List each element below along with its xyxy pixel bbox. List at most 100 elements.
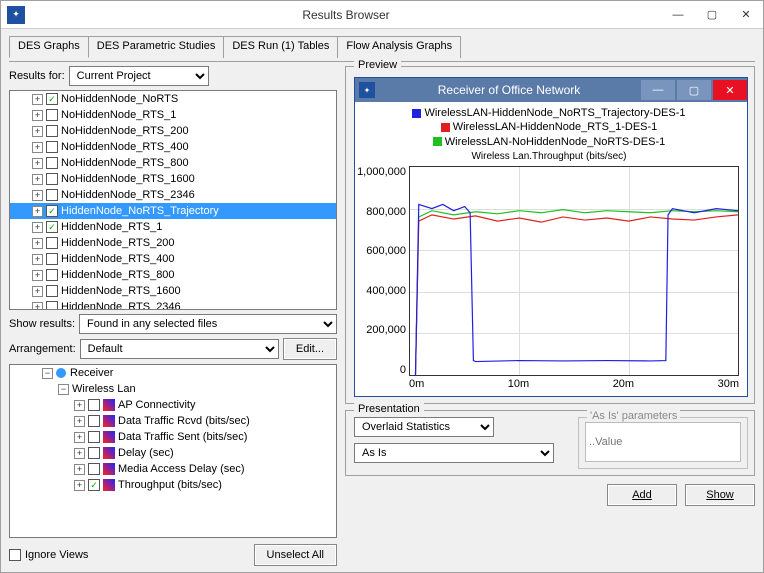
checkbox-icon[interactable] [46,285,58,297]
stat-item[interactable]: +Data Traffic Rcvd (bits/sec) [10,413,336,429]
expand-icon[interactable]: + [32,94,43,105]
checkbox-icon[interactable] [46,269,58,281]
expand-icon[interactable]: + [74,464,85,475]
checkbox-icon[interactable] [46,237,58,249]
checkbox-icon[interactable] [46,301,58,310]
scenario-item[interactable]: +NoHiddenNode_RTS_1 [10,107,336,123]
expand-icon[interactable]: + [32,302,43,311]
scenario-item[interactable]: +NoHiddenNode_RTS_1600 [10,171,336,187]
results-for-select[interactable]: Current Project [69,66,209,86]
scenario-label: HiddenNode_RTS_1600 [61,285,181,297]
stat-label: AP Connectivity [118,399,195,411]
expand-icon[interactable]: + [74,448,85,459]
window-title: Results Browser [31,8,661,22]
checkbox-icon[interactable] [46,189,58,201]
series-red [415,215,738,375]
checkbox-icon[interactable] [46,253,58,265]
expand-icon[interactable]: + [32,126,43,137]
asis-param-value[interactable] [585,422,741,462]
series-green [415,210,738,375]
expand-icon[interactable]: + [32,238,43,249]
expand-icon[interactable]: + [74,432,85,443]
tab-des-run-1-tables[interactable]: DES Run (1) Tables [223,36,338,58]
stat-item[interactable]: +Delay (sec) [10,445,336,461]
stat-item[interactable]: +Media Access Delay (sec) [10,461,336,477]
expand-icon[interactable]: + [32,270,43,281]
scenario-label: NoHiddenNode_RTS_2346 [61,189,195,201]
expand-icon[interactable]: + [74,400,85,411]
expand-icon[interactable]: + [32,158,43,169]
ignore-views-checkbox[interactable]: Ignore Views [9,549,88,561]
expand-icon[interactable]: + [32,110,43,121]
scenario-item[interactable]: +HiddenNode_RTS_400 [10,251,336,267]
receiver-label: Receiver [70,367,113,379]
scenario-item[interactable]: + NoHiddenNode_RTS_2346 [10,187,336,203]
checkbox-icon[interactable] [88,431,100,443]
checkbox-icon[interactable]: ✓ [88,479,100,491]
preview-window: ✦ Receiver of Office Network — ▢ ✕ Wirel… [354,77,748,397]
scenario-item[interactable]: +HiddenNode_RTS_800 [10,267,336,283]
checkbox-icon[interactable]: ✓ [46,221,58,233]
checkbox-icon[interactable]: ✓ [46,93,58,105]
checkbox-icon[interactable] [88,415,100,427]
asis-select[interactable]: As Is [354,443,554,463]
scenario-tree[interactable]: +✓NoHiddenNode_NoRTS+NoHiddenNode_RTS_1+… [9,90,337,310]
expand-icon[interactable]: + [32,206,43,217]
wireless-group[interactable]: −Wireless Lan [10,381,336,397]
checkbox-icon[interactable] [46,141,58,153]
tab-des-graphs[interactable]: DES Graphs [9,36,89,58]
expand-icon[interactable]: + [32,142,43,153]
series-blue [415,204,738,375]
show-button[interactable]: Show [685,484,755,506]
scenario-item[interactable]: +NoHiddenNode_RTS_800 [10,155,336,171]
scenario-item[interactable]: + HiddenNode_RTS_1600 [10,283,336,299]
stat-mode-select[interactable]: Overlaid Statistics [354,417,494,437]
collapse-icon[interactable]: − [42,368,53,379]
scenario-item[interactable]: +HiddenNode_RTS_2346 [10,299,336,310]
edit-arrangement-button[interactable]: Edit... [283,338,337,360]
expand-icon[interactable]: + [32,254,43,265]
checkbox-icon[interactable] [46,157,58,169]
y-tick: 0 [400,364,406,376]
expand-icon[interactable]: + [32,222,43,233]
legend-entry: WirelessLAN-HiddenNode_RTS_1-DES-1 [359,120,739,134]
scenario-item[interactable]: +✓NoHiddenNode_NoRTS [10,91,336,107]
expand-icon[interactable]: + [32,174,43,185]
tab-flow-analysis-graphs[interactable]: Flow Analysis Graphs [337,36,461,58]
preview-max-button[interactable]: ▢ [677,80,711,100]
expand-icon[interactable]: + [32,286,43,297]
unselect-all-button[interactable]: Unselect All [254,544,337,566]
stat-item[interactable]: +Data Traffic Sent (bits/sec) [10,429,336,445]
legend-swatch [412,109,421,118]
scenario-item[interactable]: +✓HiddenNode_NoRTS_Trajectory [10,203,336,219]
checkbox-icon[interactable] [88,447,100,459]
expand-icon[interactable]: + [32,190,43,201]
collapse-icon[interactable]: − [58,384,69,395]
checkbox-icon[interactable]: ✓ [46,205,58,217]
maximize-button[interactable]: ▢ [695,4,729,26]
tab-des-parametric-studies[interactable]: DES Parametric Studies [88,36,225,58]
checkbox-icon[interactable] [88,463,100,475]
statistic-tree[interactable]: −Receiver−Wireless Lan+AP Connectivity+D… [9,364,337,538]
receiver-node[interactable]: − Receiver [10,365,336,381]
preview-close-button[interactable]: ✕ [713,80,747,100]
close-button[interactable]: ✕ [729,4,763,26]
arrangement-select[interactable]: Default [80,339,279,359]
scenario-item[interactable]: +HiddenNode_RTS_200 [10,235,336,251]
scenario-item[interactable]: +NoHiddenNode_RTS_200 [10,123,336,139]
checkbox-icon[interactable] [46,109,58,121]
stat-item[interactable]: +✓Throughput (bits/sec) [10,477,336,493]
expand-icon[interactable]: + [74,480,85,491]
expand-icon[interactable]: + [74,416,85,427]
preview-min-button[interactable]: — [641,80,675,100]
show-results-select[interactable]: Found in any selected files [79,314,337,334]
legend-swatch [433,137,442,146]
add-button[interactable]: Add [607,484,677,506]
scenario-item[interactable]: +NoHiddenNode_RTS_400 [10,139,336,155]
checkbox-icon[interactable] [88,399,100,411]
checkbox-icon[interactable] [46,173,58,185]
stat-item[interactable]: + AP Connectivity [10,397,336,413]
minimize-button[interactable]: — [661,4,695,26]
scenario-item[interactable]: +✓HiddenNode_RTS_1 [10,219,336,235]
checkbox-icon[interactable] [46,125,58,137]
